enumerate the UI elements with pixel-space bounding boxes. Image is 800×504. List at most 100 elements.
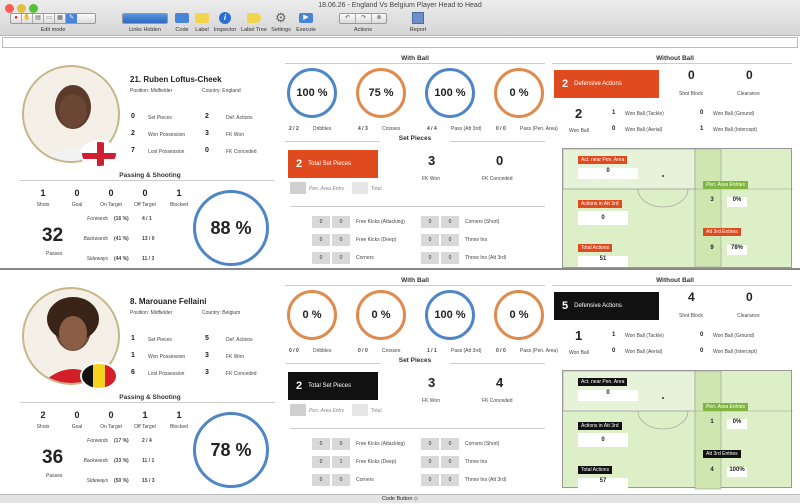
set-piece-a: 0 [421,216,439,228]
set-piece-b: 0 [332,234,350,246]
won-ball-row-label: Won Ball (Ground) [713,111,755,117]
pen-area-entries-pct: 0% [727,197,747,207]
left-stat-label: Won Possession [148,132,186,138]
total-set-pieces-value: 2 [296,380,303,392]
fk-won-label: FK Won [422,398,440,404]
close-window-button[interactable] [5,4,14,13]
pass-direction-label: Sideways [86,256,108,262]
shot-stat-label: Off Target [134,424,156,430]
shot-stat-label: Goal [71,424,83,430]
label-icon[interactable] [195,13,209,23]
att3rd-entries-label: Att 3rd Entries [703,228,741,236]
passes-total: 32 [42,225,64,246]
right-stat-value: 3 [205,352,209,359]
execute-icon[interactable]: ▶ [299,13,313,23]
section-rule [290,428,545,429]
passes-total: 36 [42,447,64,468]
edit-icon[interactable]: ✎ [66,14,77,23]
status-bar[interactable]: Code Button ◇ [0,494,800,503]
act-near-pen-label: Act. near Pen. Area [578,378,628,386]
dashboard-icon[interactable]: ▦ [55,14,66,23]
won-ball-row-value: 1 [612,332,616,338]
pass-direction-label: Backwards [83,458,108,464]
percentage-ring: 0 % [494,68,544,118]
set-piece-b: 0 [441,216,459,228]
won-ball-row-value: 0 [612,348,616,354]
code-icon[interactable] [175,13,189,23]
without-ball-title: Without Ball [640,277,710,284]
total-swatch [352,182,368,194]
won-ball-value: 1 [575,328,583,343]
zoom-window-button[interactable] [29,4,38,13]
shot-stat-value: 1 [40,188,46,198]
pass-direction-fraction: 13 / 0 [142,236,155,242]
won-ball-row-value: 1 [700,126,704,132]
page-icon[interactable]: ▭ [44,14,55,23]
links-hidden-button[interactable] [122,13,168,24]
pass-direction-label: Forwards [87,438,108,444]
total-label: Total [371,408,382,414]
clear-icon[interactable]: ⊗ [376,15,382,21]
set-piece-b: 0 [332,216,350,228]
total-set-pieces-label: Total Set Pieces [308,161,352,167]
set-piece-label: Throw Ins [465,237,487,243]
set-piece-a: 0 [421,474,439,486]
undo-icon[interactable]: ↶ [340,14,356,23]
att3rd-entries-label: Att 3rd Entries [703,450,741,458]
pass-direction-fraction: 4 / 1 [142,216,152,222]
ring-fraction: 0 / 0 [496,348,506,354]
pass-direction-label: Backwards [83,236,108,242]
pass-direction-fraction: 11 / 1 [142,458,155,464]
set-piece-a: 0 [312,438,330,450]
set-piece-b: 0 [332,252,350,264]
ring-fraction: 0 / 0 [289,348,299,354]
fk-conceded-value: 4 [496,375,504,390]
left-stat-value: 0 [131,113,135,120]
set-piece-label: Throw Ins (Att 3rd) [465,477,507,483]
pass-direction-pct: (16 %) [114,216,129,222]
passing-shooting-title: Passing & Shooting [100,172,200,179]
left-stat-label: Set Pieces [148,115,172,121]
right-stat-label: Def. Actions [226,115,253,121]
total-label: Total [371,186,382,192]
set-piece-a: 0 [312,252,330,264]
code-input-bar[interactable] [2,37,798,48]
shot-stat-value: 2 [40,410,46,420]
actions-att3rd-value: 0 [578,211,628,225]
ring-label: Pass (Att 3rd) [451,348,482,354]
won-ball-row-label: Won Ball (Tackle) [625,111,664,117]
shot-stat-value: 0 [74,188,80,198]
player-position: Position: Midfielder [130,310,173,316]
inspector-label: Inspector [213,27,237,33]
defensive-actions-label: Defensive Actions [574,81,622,87]
clearance-value: 0 [746,68,753,82]
percentage-ring: 0 % [287,290,337,340]
ring-label: Pass (Pen. Area) [520,126,558,132]
ring-fraction: 4 / 3 [358,126,368,132]
redo-icon[interactable]: ↷ [356,14,372,23]
left-stat-value: 7 [131,147,135,154]
record-icon[interactable]: ● [11,14,22,23]
edit-mode-label: Edit mode [40,27,66,33]
hand-icon[interactable]: ✋ [22,14,33,23]
section-rule [290,206,545,207]
ring-fraction: 2 / 2 [289,126,299,132]
fk-won-value: 3 [428,153,436,168]
set-piece-b: 0 [441,474,459,486]
edit-mode-segmented-control[interactable]: ● ✋ ▤ ▭ ▦ ✎ [10,13,96,24]
report-icon[interactable] [412,12,424,24]
shot-stat-value: 1 [176,410,182,420]
label-tree-icon[interactable] [247,13,261,23]
att3rd-entries-count: 4 [710,467,714,473]
actions-segmented-control[interactable]: ↶ ↷ ⊗ [339,13,387,24]
inspector-icon[interactable]: i [219,12,231,24]
film-icon[interactable]: ▤ [33,14,44,23]
with-ball-title: With Ball [380,55,450,62]
pass-accuracy-ring: 78 % [193,412,269,488]
minimize-window-button[interactable] [17,4,26,13]
label-tree-label: Label Tree [241,27,267,33]
won-ball-label: Won Ball [569,350,589,356]
pen-area-entries-label: Pen. Area Entries [703,181,749,189]
settings-gear-icon[interactable]: ⚙ [275,10,287,25]
player-name: 8. Marouane Fellaini [130,297,207,306]
